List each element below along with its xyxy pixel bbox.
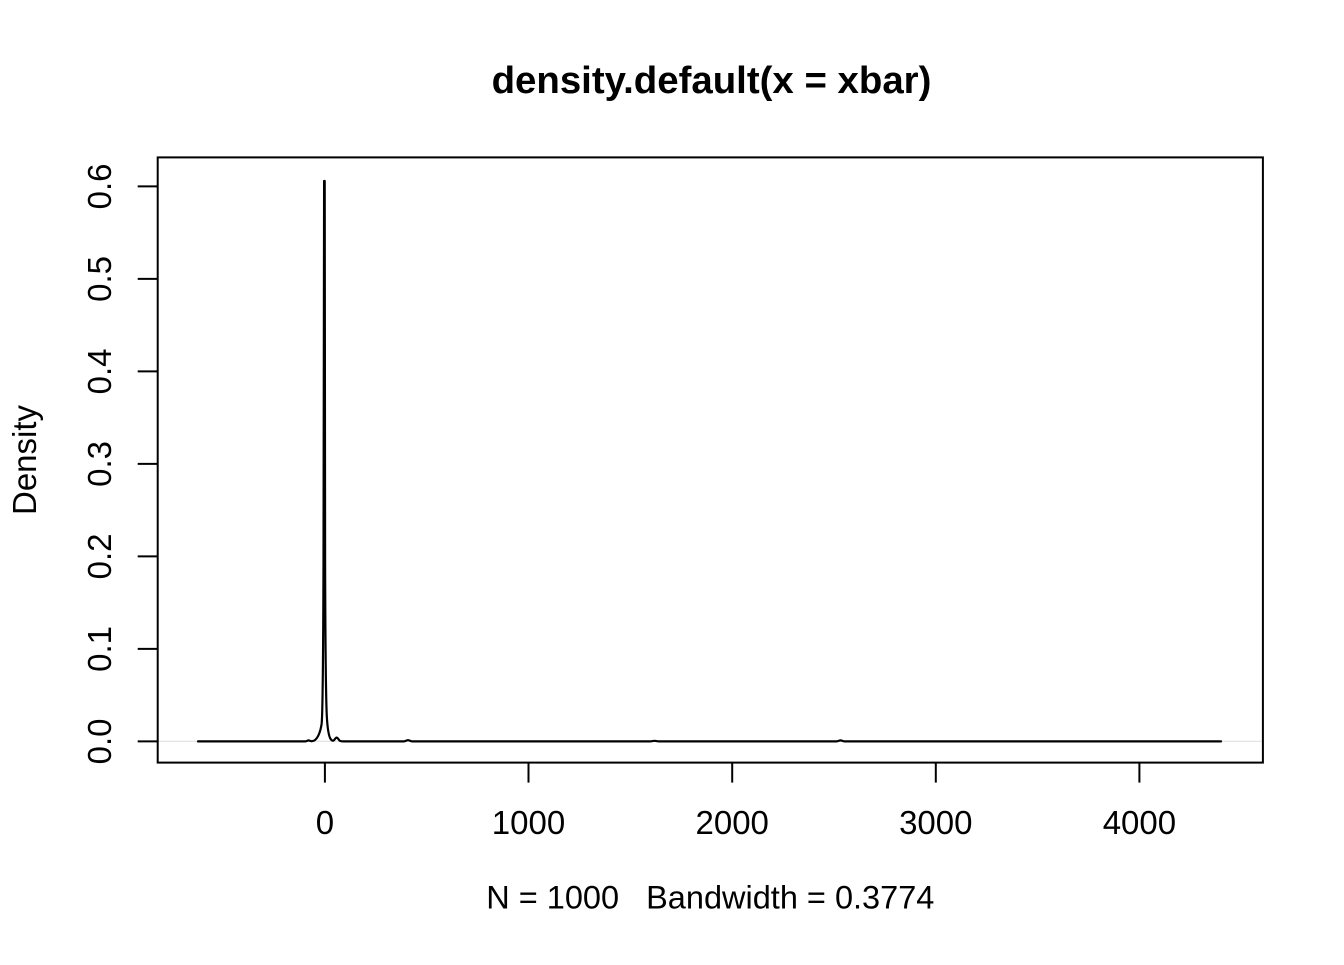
svg-text:2000: 2000	[695, 804, 768, 841]
svg-text:0.4: 0.4	[81, 348, 118, 394]
svg-text:N = 1000 Bandwidth = 0.3774: N = 1000 Bandwidth = 0.3774	[486, 880, 934, 916]
svg-text:0.0: 0.0	[81, 718, 118, 764]
svg-text:1000: 1000	[492, 804, 565, 841]
svg-text:0.6: 0.6	[81, 163, 118, 209]
svg-text:0.2: 0.2	[81, 533, 118, 579]
svg-text:0.3: 0.3	[81, 441, 118, 487]
svg-text:0: 0	[316, 804, 334, 841]
svg-text:0.1: 0.1	[81, 626, 118, 672]
svg-text:Density: Density	[6, 404, 43, 515]
svg-text:4000: 4000	[1103, 804, 1176, 841]
svg-text:density.default(x = xbar): density.default(x = xbar)	[492, 59, 932, 102]
svg-text:0.5: 0.5	[81, 256, 118, 302]
svg-text:3000: 3000	[899, 804, 972, 841]
